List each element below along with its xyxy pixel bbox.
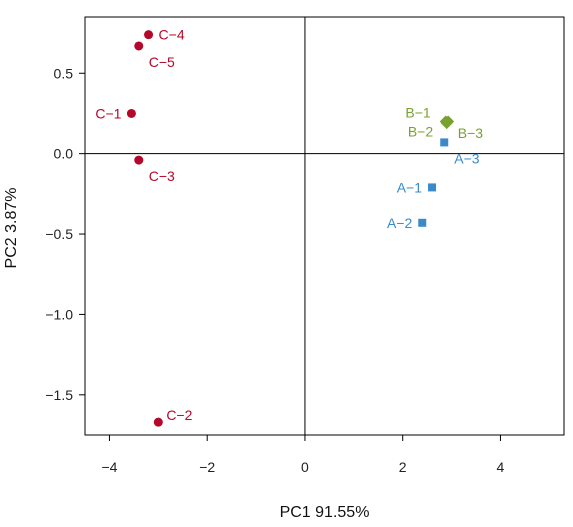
label-b-3: B−3: [458, 125, 484, 141]
y-tick-label: 0.5: [54, 65, 74, 81]
label-c-1: C−1: [95, 105, 121, 121]
y-axis-title: PC2 3.87%: [3, 188, 20, 269]
y-tick-label: −1.0: [45, 306, 73, 322]
label-c-2: C−2: [166, 407, 192, 423]
point-a-3: [440, 138, 449, 147]
x-axis: −4 −2 0 2 4: [101, 435, 505, 475]
x-tick-label: 2: [399, 459, 407, 475]
x-tick-label: 0: [301, 459, 309, 475]
label-a-3: A−3: [454, 150, 480, 166]
y-tick-label: −0.5: [45, 226, 73, 242]
point-b-3: [440, 117, 453, 130]
point-c-4: [144, 30, 154, 40]
point-c-3: [134, 155, 144, 165]
label-b-1: B−1: [405, 105, 431, 121]
label-c-5: C−5: [149, 54, 175, 70]
data-points: [126, 30, 455, 427]
point-c-2: [153, 417, 163, 427]
x-axis-title: PC1 91.55%: [280, 504, 370, 521]
label-a-1: A−1: [397, 179, 423, 195]
x-tick-label: 4: [497, 459, 505, 475]
y-tick-label: −1.5: [45, 387, 73, 403]
point-c-5: [134, 41, 144, 51]
label-b-2: B−2: [408, 124, 434, 140]
reference-lines: [85, 17, 564, 435]
label-c-3: C−3: [149, 168, 175, 184]
point-a-2: [418, 218, 427, 227]
point-c-1: [126, 108, 136, 118]
y-tick-label: 0.0: [54, 146, 74, 162]
y-axis: 0.5 0.0 −0.5 −1.0 −1.5: [45, 65, 85, 403]
label-a-2: A−2: [387, 215, 413, 231]
plot-frame: [84, 16, 565, 436]
point-labels: A−1 A−2 A−3 B−1 B−2 B−3 C−1 C−2 C−3 C−4 C−5: [95, 27, 483, 423]
point-a-1: [428, 183, 437, 192]
label-c-4: C−4: [159, 27, 185, 43]
x-tick-label: −4: [101, 459, 117, 475]
x-tick-label: −2: [199, 459, 215, 475]
